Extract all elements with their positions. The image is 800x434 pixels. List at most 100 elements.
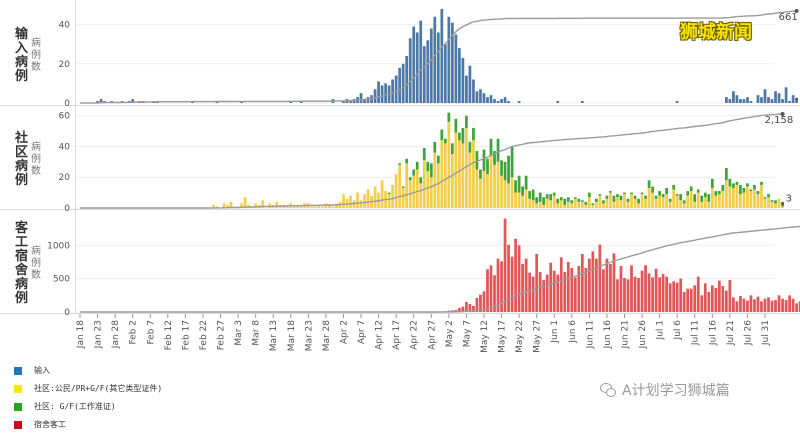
bar-dorm-0 (760, 301, 763, 312)
bar-imported-0 (395, 76, 398, 103)
bar-dorm-0 (753, 299, 756, 312)
bar-community-1 (609, 191, 612, 193)
x-tick-label: Feb 22 (199, 320, 209, 350)
x-tick-label: Apr 22 (410, 320, 420, 350)
panel-title-char: 客 (15, 220, 29, 236)
bar-dorm-0 (718, 281, 721, 312)
x-tick-label: Jun 16 (603, 320, 613, 350)
bar-community-0 (367, 190, 370, 208)
bar-community-1 (546, 194, 549, 199)
bar-community-0 (321, 206, 324, 208)
bar-community-1 (497, 139, 500, 162)
bar-community-0 (743, 193, 746, 208)
bar-imported-0 (486, 97, 489, 103)
y-tick-label: 1000 (47, 241, 70, 251)
bar-imported-0 (476, 91, 479, 103)
y-tick-label: 0 (64, 99, 70, 109)
bar-community-0 (648, 188, 651, 208)
legend-label: 社区:公民/PR+G/F(其它类型证件) (34, 383, 162, 394)
legend-label: 输入 (34, 365, 50, 376)
bar-imported-0 (437, 32, 440, 103)
bar-community-0 (644, 199, 647, 208)
y-axis-label-char: 病 (31, 244, 41, 257)
bar-community-1 (637, 199, 640, 204)
bar-community-0 (771, 202, 774, 208)
bar-imported-0 (423, 46, 426, 103)
bar-community-0 (356, 193, 359, 208)
bar-community-1 (725, 168, 728, 180)
bar-community-0 (532, 200, 535, 208)
bar-community-0 (750, 191, 753, 208)
legend-item-community-pr: 社区:公民/PR+G/F(其它类型证件) (14, 380, 162, 397)
bar-community-0 (363, 194, 366, 208)
x-tick-label: May 27 (533, 320, 543, 353)
bar-dorm-0 (634, 277, 637, 312)
bar-community-0 (398, 165, 401, 208)
bar-imported-0 (764, 89, 767, 103)
bar-community-1 (539, 193, 542, 202)
bar-community-1 (707, 194, 710, 202)
bar-imported-0 (781, 99, 784, 103)
bar-imported-0 (430, 29, 433, 103)
bar-community-1 (760, 182, 763, 185)
bar-community-1 (398, 163, 401, 165)
y-tick-label: 500 (53, 275, 70, 285)
x-tick-label: Apr 2 (339, 320, 349, 344)
bar-dorm-0 (525, 259, 528, 312)
bar-community-0 (465, 128, 468, 208)
panel-title-char: 社 (14, 130, 28, 146)
bar-community-0 (518, 193, 521, 208)
bar-community-0 (542, 205, 545, 208)
bar-dorm-0 (637, 278, 640, 312)
bar-dorm-0 (584, 268, 587, 312)
bar-imported-0 (771, 99, 774, 103)
bar-community-1 (700, 196, 703, 202)
y-tick-label: 40 (59, 142, 71, 152)
bar-dorm-0 (606, 259, 609, 312)
bar-imported-0 (757, 95, 760, 103)
bar-community-0 (391, 185, 394, 208)
cumulative-total-label: 2,158 (765, 115, 794, 126)
bar-imported-0 (433, 17, 436, 103)
bar-imported-0 (367, 97, 370, 103)
bar-dorm-0 (792, 299, 795, 312)
panel-title: 社区病例 (14, 130, 28, 188)
bar-dorm-0 (669, 283, 672, 312)
bar-community-1 (577, 199, 580, 202)
bar-community-1 (518, 176, 521, 193)
bar-community-1 (581, 200, 584, 202)
bar-community-1 (753, 185, 756, 190)
bar-community-1 (388, 193, 391, 195)
bar-dorm-0 (563, 272, 566, 312)
bar-community-1 (412, 170, 415, 176)
bar-community-1 (507, 156, 510, 184)
bar-community-0 (395, 174, 398, 208)
bar-community-0 (416, 170, 419, 208)
bar-community-1 (714, 191, 717, 196)
bar-imported-0 (374, 89, 377, 103)
bar-community-1 (606, 196, 609, 199)
panel-title-char: 工 (15, 235, 28, 250)
bar-community-0 (469, 153, 472, 208)
bar-community-0 (528, 199, 531, 208)
bar-community-0 (627, 202, 630, 208)
watermark-text: A计划学习狮城篇 (622, 380, 730, 400)
bar-community-1 (584, 202, 587, 205)
bar-community-1 (644, 196, 647, 199)
x-tick-label: Apr 17 (392, 320, 402, 350)
bar-community-0 (672, 190, 675, 208)
bar-community-0 (402, 188, 405, 208)
bar-imported-0 (490, 95, 493, 103)
bar-community-0 (588, 197, 591, 208)
bar-community-0 (360, 200, 363, 208)
x-tick-label: May 17 (498, 320, 508, 353)
bar-community-0 (521, 196, 524, 208)
y-axis-label-char: 例 (31, 256, 41, 269)
bar-community-1 (462, 128, 465, 143)
bar-community-0 (332, 206, 335, 208)
bar-community-1 (479, 170, 482, 179)
legend-swatch (14, 367, 22, 375)
bar-dorm-0 (627, 279, 630, 312)
bar-imported-0 (792, 95, 795, 103)
bar-community-1 (592, 203, 595, 205)
